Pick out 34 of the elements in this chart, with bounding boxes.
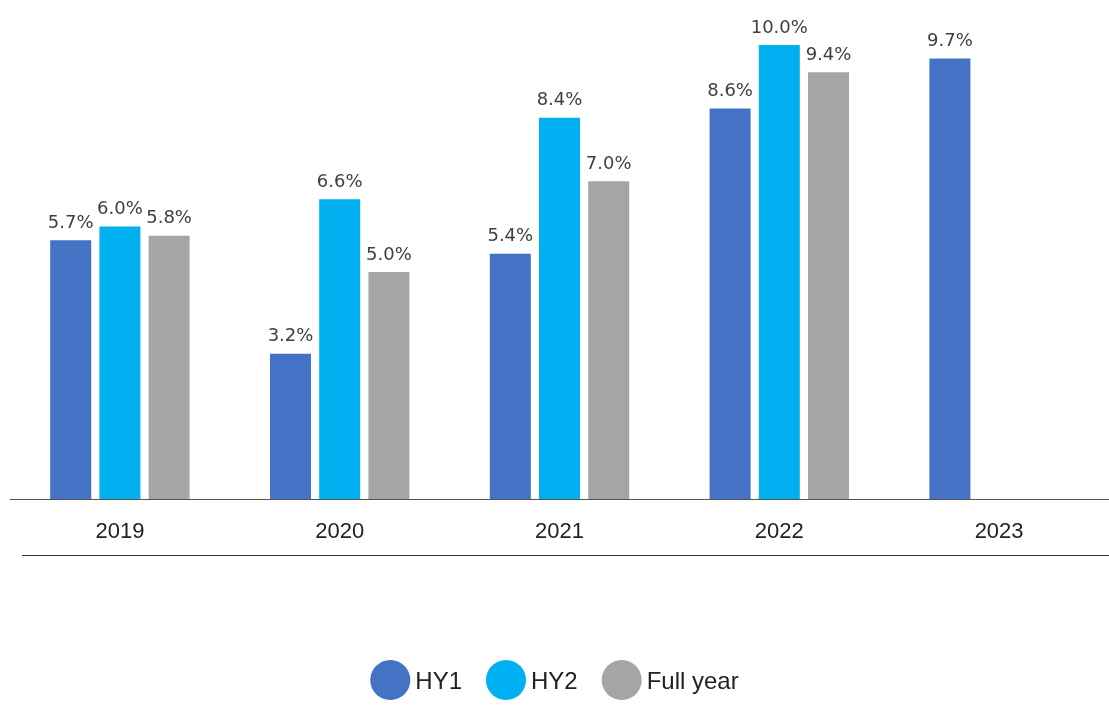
x-tick-label: 2020: [315, 517, 365, 543]
bar: [758, 45, 800, 499]
bar: [270, 353, 311, 499]
data-label: 3.2%: [267, 324, 314, 346]
data-label: 5.7%: [47, 210, 94, 232]
bar: [148, 235, 190, 499]
bar: [319, 199, 361, 499]
data-label: 9.7%: [927, 29, 973, 51]
data-label: 8.6%: [707, 79, 753, 101]
x-tick-label: 2021: [535, 517, 584, 543]
bar: [489, 253, 531, 499]
legend-label: HY2: [530, 666, 578, 694]
data-label: 6.6%: [316, 169, 363, 191]
bar: [50, 240, 92, 499]
x-tick-label: 2022: [754, 517, 804, 543]
x-tick-label: 2019: [95, 517, 145, 543]
data-label: 9.4%: [805, 42, 852, 64]
bar: [368, 272, 410, 499]
data-label: 5.4%: [487, 224, 534, 246]
data-label: 8.4%: [536, 88, 583, 110]
bar: [709, 108, 751, 499]
bar: [588, 181, 630, 499]
legend-label: Full year: [646, 666, 739, 694]
bar: [539, 117, 580, 499]
x-tick-label: 2023: [974, 517, 1024, 543]
data-label: 7.0%: [585, 151, 632, 173]
data-label: 5.0%: [366, 242, 412, 264]
bar: [99, 226, 141, 499]
bar: [929, 58, 971, 499]
bar: [808, 72, 849, 499]
data-label: 6.0%: [97, 197, 143, 219]
legend-label: HY1: [415, 666, 462, 694]
data-label: 10.0%: [750, 15, 808, 37]
data-label: 5.8%: [146, 206, 192, 228]
